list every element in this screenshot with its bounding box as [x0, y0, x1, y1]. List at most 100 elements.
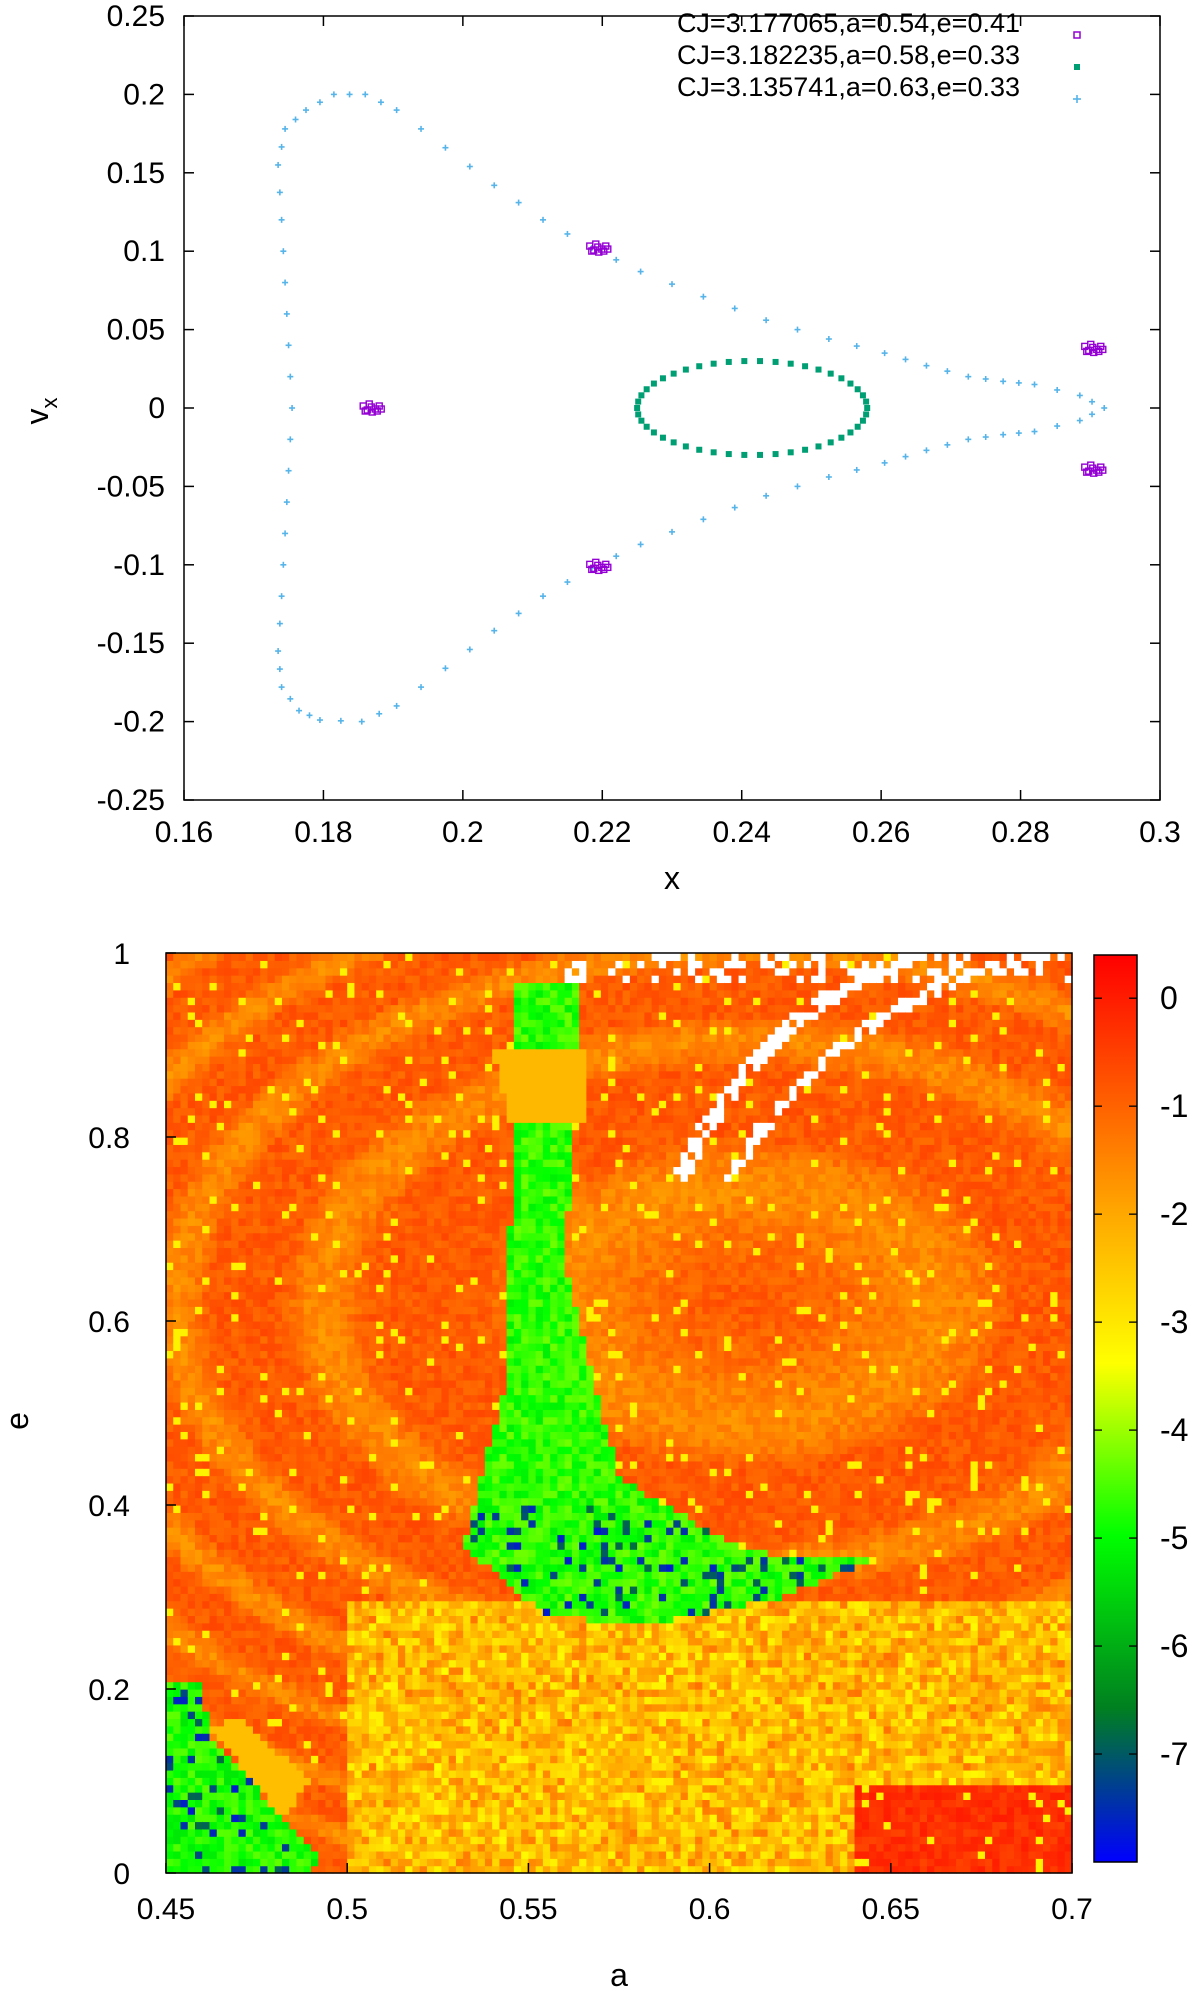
heatmap-cell [187, 1637, 196, 1646]
heatmap-cell [209, 1394, 218, 1403]
heatmap-cell [166, 1747, 174, 1756]
heatmap-cell [325, 1431, 334, 1440]
series-2-point [794, 483, 801, 490]
heatmap-cell [245, 1828, 254, 1837]
heatmap-cell [303, 1836, 312, 1845]
heatmap-cell [289, 1792, 298, 1800]
heatmap-cell [267, 1578, 276, 1587]
heatmap-cell [173, 1173, 182, 1182]
heatmap-cell [281, 975, 290, 984]
heatmap-cell [267, 1519, 276, 1528]
heatmap-cell [194, 1674, 203, 1683]
heatmap-cell [325, 960, 334, 969]
heatmap-cell [412, 1416, 421, 1425]
heatmap-cell [376, 1409, 385, 1418]
heatmap-cell [368, 982, 377, 991]
heatmap-cell [238, 1725, 247, 1734]
heatmap-cell [368, 1843, 377, 1852]
heatmap-cell [231, 1644, 240, 1653]
heatmap-cell [180, 1122, 189, 1131]
heatmap-cell [267, 1254, 276, 1263]
heatmap-cell [310, 1409, 319, 1418]
heatmap-cell [405, 1681, 414, 1690]
heatmap-cell [354, 1630, 363, 1639]
heatmap-cell [368, 1534, 377, 1543]
heatmap-cell [318, 1858, 327, 1867]
heatmap-cell [376, 1490, 385, 1499]
heatmap-cell [419, 1343, 428, 1352]
heatmap-cell [390, 1092, 399, 1101]
heatmap-cell [223, 1497, 232, 1506]
heatmap-cell [252, 953, 261, 961]
heatmap-cell [231, 1416, 240, 1425]
heatmap-cell [231, 1585, 240, 1594]
heatmap-cell [339, 1357, 348, 1366]
heatmap-cell [318, 1129, 327, 1138]
heatmap-cell [180, 1850, 189, 1859]
heatmap-cell [426, 1689, 435, 1697]
heatmap-cell [332, 1416, 341, 1425]
heatmap-cell [245, 1019, 254, 1028]
heatmap-cell [238, 1593, 247, 1602]
heatmap-cell [376, 1225, 385, 1234]
heatmap-cell [296, 1240, 305, 1248]
heatmap-cell [390, 1225, 399, 1234]
heatmap-cell [419, 1666, 428, 1675]
heatmap-cell [238, 1806, 247, 1815]
heatmap-cell [390, 1769, 399, 1778]
heatmap-cell [209, 1070, 218, 1079]
heatmap-cell [383, 1438, 392, 1447]
heatmap-cell [216, 1357, 225, 1366]
heatmap-cell [339, 1203, 348, 1212]
heatmap-cell [173, 1387, 182, 1396]
heatmap-cell [339, 1674, 348, 1683]
heatmap-cell [180, 1033, 189, 1042]
heatmap-cell [252, 1387, 261, 1396]
heatmap-cell [173, 1585, 182, 1594]
heatmap-cell [376, 1549, 385, 1558]
heatmap-cell [354, 1026, 363, 1035]
heatmap-cell [434, 1828, 443, 1837]
heatmap-cell [289, 1379, 298, 1388]
heatmap-cell [426, 1630, 435, 1639]
heatmap-cell [267, 1718, 276, 1727]
heatmap-cell [318, 1291, 327, 1300]
heatmap-cell [252, 1534, 261, 1543]
heatmap-cell [376, 1387, 385, 1396]
heatmap-cell [252, 1549, 261, 1558]
heatmap-cell [289, 1718, 298, 1727]
series-2-point [1000, 431, 1007, 438]
heatmap-cell [405, 1276, 414, 1285]
heatmap-cell [252, 1011, 261, 1020]
heatmap-cell [376, 1784, 385, 1793]
heatmap-cell [231, 975, 240, 984]
heatmap-cell [194, 1563, 203, 1572]
heatmap-cell [245, 1298, 254, 1307]
heatmap-cell [202, 1107, 211, 1116]
heatmap-cell [166, 1792, 174, 1800]
heatmap-cell [383, 997, 392, 1006]
heatmap-cell [303, 1011, 312, 1020]
x-tick-label: 0.3 [1139, 816, 1181, 849]
heatmap-cell [434, 1490, 443, 1499]
heatmap-cell [173, 1107, 182, 1116]
heatmap-cell [405, 1379, 414, 1388]
heatmap-cell [166, 1777, 174, 1786]
heatmap-cell [354, 1335, 363, 1344]
heatmap-cell [238, 1865, 247, 1874]
heatmap-cell [202, 1298, 211, 1307]
heatmap-cell [216, 1630, 225, 1639]
heatmap-cell [281, 1630, 290, 1639]
heatmap-cell [390, 1755, 399, 1764]
heatmap-cell [434, 1777, 443, 1786]
heatmap-cell [339, 1232, 348, 1241]
heatmap-cell [325, 1298, 334, 1307]
heatmap-cell [289, 1313, 298, 1322]
heatmap-cell [361, 1512, 370, 1521]
heatmap-cell [166, 1343, 174, 1352]
heatmap-cell [303, 1865, 312, 1874]
heatmap-cell [296, 1608, 305, 1616]
heatmap-cell [325, 975, 334, 984]
heatmap-cell [260, 1777, 269, 1786]
heatmap-cell [339, 1306, 348, 1315]
